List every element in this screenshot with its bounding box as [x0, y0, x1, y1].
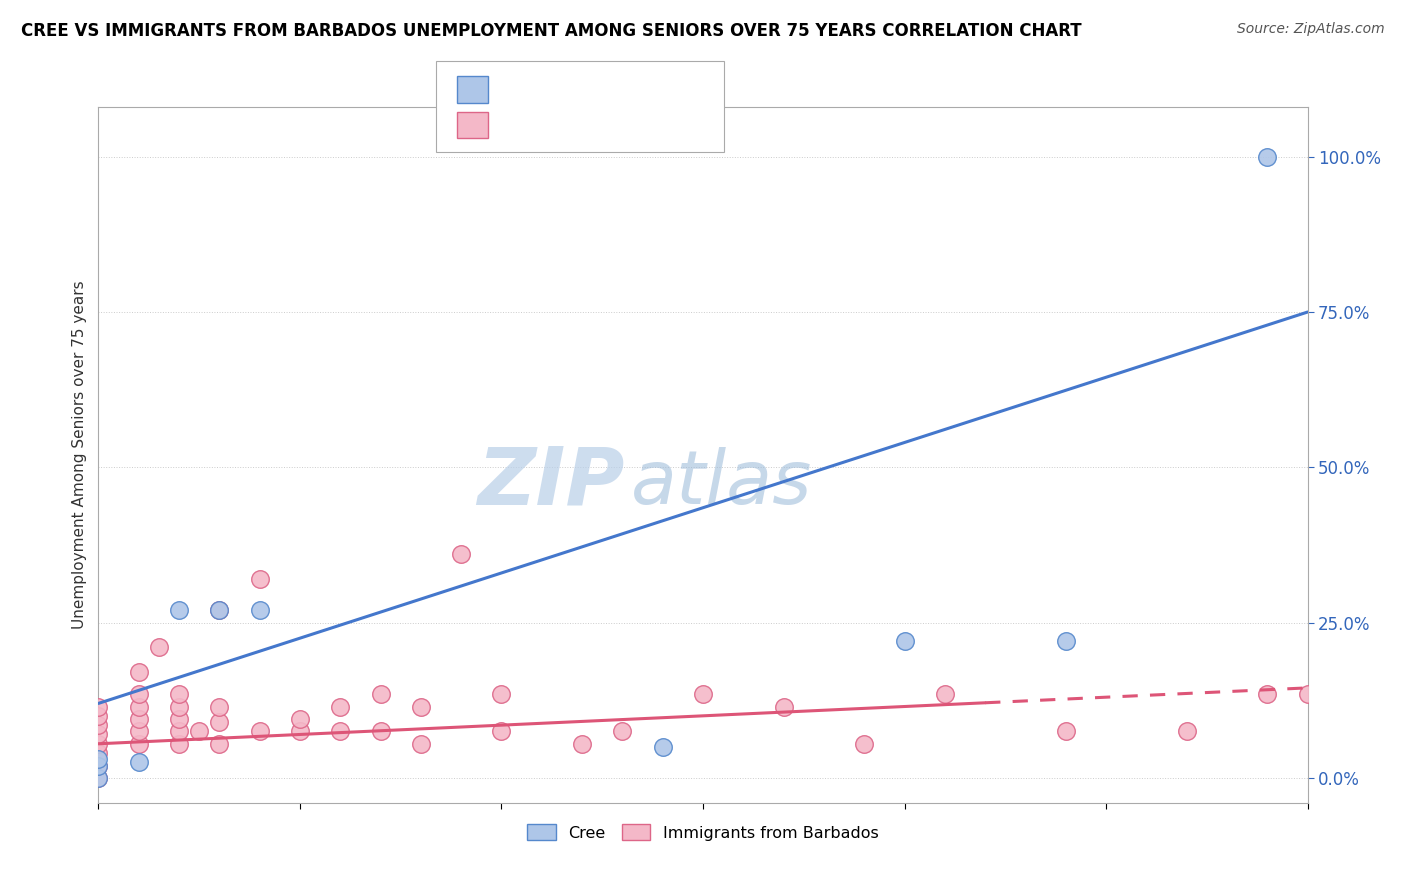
Point [491, 687, 513, 701]
Point [329, 699, 352, 714]
Point [1054, 724, 1077, 739]
Point [409, 699, 432, 714]
Point [772, 699, 794, 714]
Point [692, 687, 714, 701]
Point [329, 724, 352, 739]
Point [167, 712, 190, 726]
Point [450, 547, 472, 561]
Text: Source: ZipAtlas.com: Source: ZipAtlas.com [1237, 22, 1385, 37]
Text: CREE VS IMMIGRANTS FROM BARBADOS UNEMPLOYMENT AMONG SENIORS OVER 75 YEARS CORREL: CREE VS IMMIGRANTS FROM BARBADOS UNEMPLO… [21, 22, 1081, 40]
Point [1256, 687, 1278, 701]
Text: atlas: atlas [630, 447, 811, 519]
Y-axis label: Unemployment Among Seniors over 75 years: Unemployment Among Seniors over 75 years [72, 281, 87, 629]
Point [612, 724, 634, 739]
Point [934, 687, 956, 701]
Point [491, 724, 513, 739]
Point [128, 687, 150, 701]
Point [148, 640, 170, 655]
Point [167, 737, 190, 751]
Text: R = 0.480   N = 11: R = 0.480 N = 11 [499, 80, 672, 95]
Point [87, 758, 110, 772]
Point [87, 758, 110, 772]
Point [208, 737, 231, 751]
Point [288, 712, 311, 726]
Point [188, 724, 211, 739]
Point [87, 752, 110, 766]
Point [249, 603, 271, 617]
Point [128, 756, 150, 770]
Text: ZIP: ZIP [477, 443, 624, 522]
Point [128, 712, 150, 726]
Point [208, 714, 231, 729]
Point [249, 572, 271, 586]
Point [87, 699, 110, 714]
Point [1256, 150, 1278, 164]
Point [370, 724, 392, 739]
Point [87, 746, 110, 760]
Point [1054, 634, 1077, 648]
Point [87, 771, 110, 785]
Point [128, 699, 150, 714]
Point [167, 699, 190, 714]
Text: R = 0.074   N = 48: R = 0.074 N = 48 [499, 116, 672, 131]
Point [167, 724, 190, 739]
Point [571, 737, 593, 751]
Legend: Cree, Immigrants from Barbados: Cree, Immigrants from Barbados [520, 818, 886, 847]
Point [167, 603, 190, 617]
Point [87, 737, 110, 751]
Point [128, 665, 150, 680]
Point [853, 737, 876, 751]
Point [249, 724, 271, 739]
Point [208, 699, 231, 714]
Point [208, 603, 231, 617]
Point [288, 724, 311, 739]
Point [651, 739, 673, 754]
Point [128, 737, 150, 751]
Point [409, 737, 432, 751]
Point [208, 603, 231, 617]
Point [87, 708, 110, 723]
Point [1175, 724, 1198, 739]
Point [128, 724, 150, 739]
Point [1296, 687, 1319, 701]
Point [87, 727, 110, 741]
Point [167, 687, 190, 701]
Point [893, 634, 915, 648]
Point [370, 687, 392, 701]
Point [87, 771, 110, 785]
Point [87, 718, 110, 732]
